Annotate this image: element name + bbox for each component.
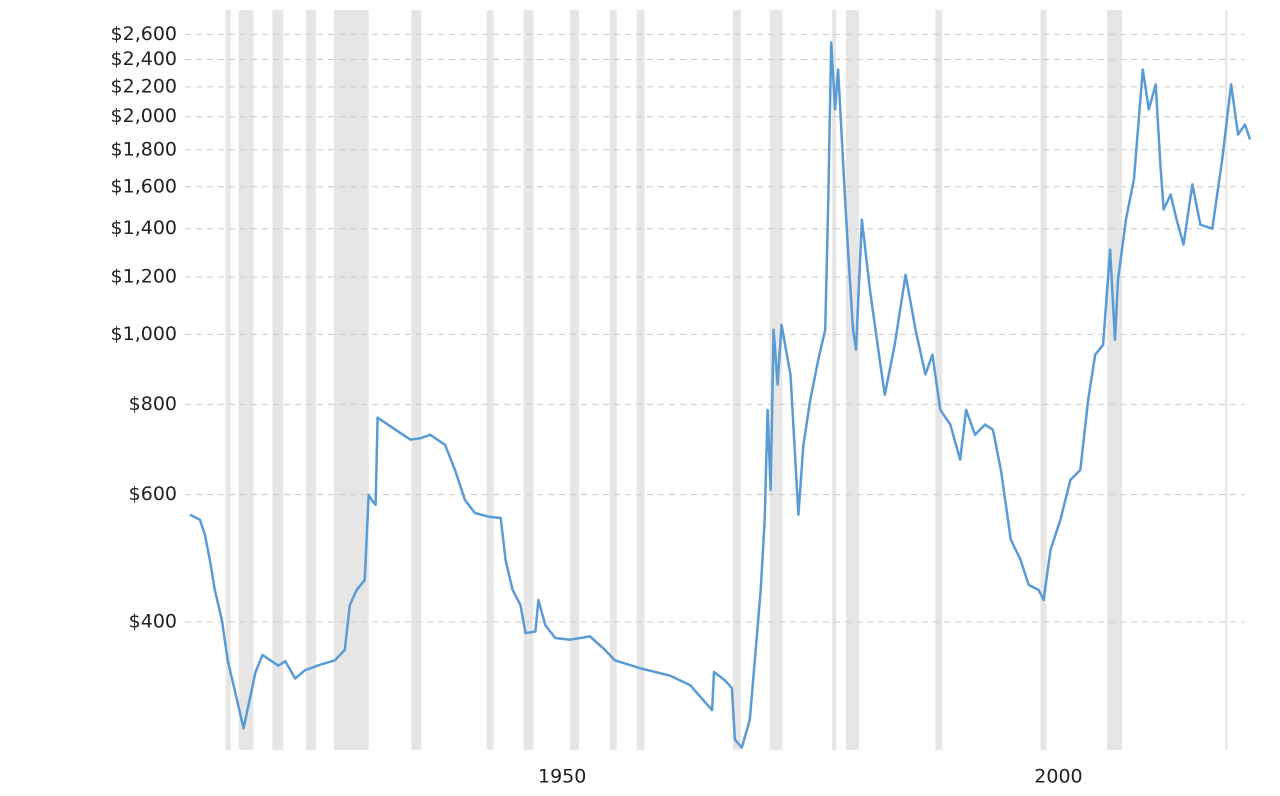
recession-band <box>636 10 645 750</box>
y-tick-label: $2,400 <box>111 48 177 70</box>
recession-band <box>523 10 534 750</box>
y-tick-label: $800 <box>129 393 177 415</box>
price-line <box>189 41 1252 749</box>
grid <box>185 33 1245 623</box>
recession-band <box>411 10 422 750</box>
recession-band <box>732 10 741 750</box>
recession-band <box>832 10 837 750</box>
recession-band <box>1107 10 1122 750</box>
recession-band <box>609 10 617 750</box>
recession-band <box>306 10 317 750</box>
x-tick-label: 2000 <box>1034 766 1082 788</box>
x-tick-label: 1950 <box>538 766 586 788</box>
axis-labels: $400 $600 $800 $1,000 $1,200 $1,400 $1,600 $1,8… <box>111 23 1083 788</box>
recession-band <box>486 10 494 750</box>
recession-band <box>272 10 284 750</box>
recession-band <box>846 10 859 750</box>
recession-band <box>238 10 254 750</box>
recession-band <box>333 10 369 750</box>
recession-band <box>570 10 580 750</box>
y-tick-label: $1,400 <box>111 217 177 239</box>
recession-band <box>935 10 943 750</box>
y-tick-label: $2,600 <box>111 23 177 45</box>
y-tick-label: $1,600 <box>111 175 177 197</box>
y-tick-label: $600 <box>129 483 177 505</box>
y-tick-label: $1,000 <box>111 323 177 345</box>
plot <box>189 41 1252 749</box>
recession-band <box>1040 10 1047 750</box>
y-tick-label: $400 <box>129 610 177 632</box>
y-tick-label: $2,200 <box>111 75 177 97</box>
y-tick-label: $1,200 <box>111 266 177 288</box>
recession-band <box>225 10 231 750</box>
y-tick-label: $1,800 <box>111 138 177 160</box>
recession-bands <box>225 10 1228 750</box>
recession-band <box>1225 10 1228 750</box>
y-tick-label: $2,000 <box>111 105 177 127</box>
